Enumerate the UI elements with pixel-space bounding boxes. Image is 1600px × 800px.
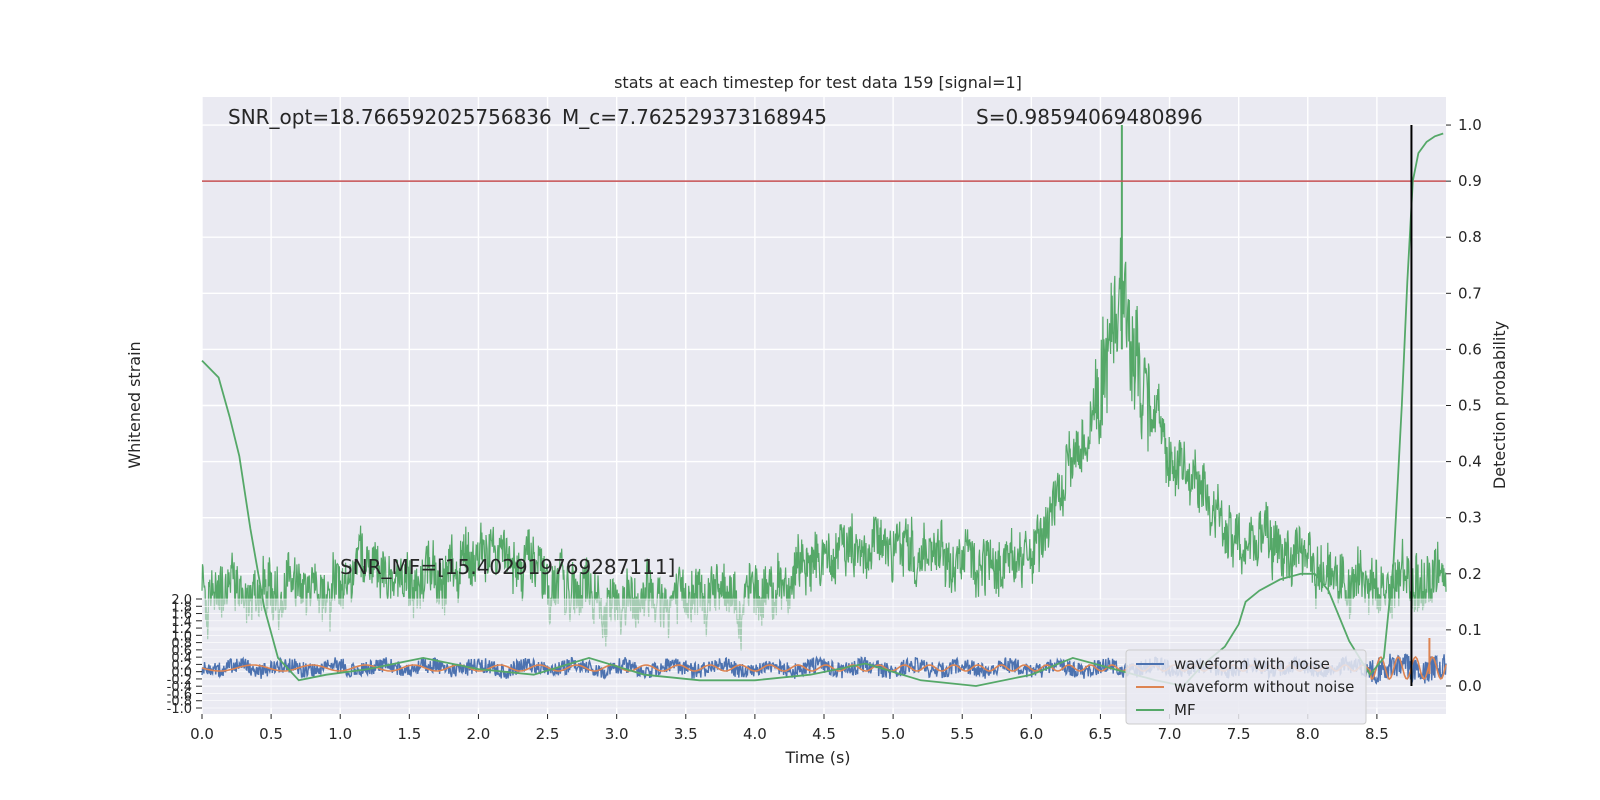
snr-opt-annotation: SNR_opt=18.766592025756836	[228, 105, 552, 129]
strain-tick-label: 0.0	[171, 666, 192, 681]
snr-mf-annotation: SNR_MF=[15.402919769287111]	[340, 555, 675, 579]
mf-trace	[201, 237, 1447, 651]
legend-label-mf: MF	[1174, 701, 1196, 719]
x-tick-label: 1.5	[397, 725, 421, 743]
strain-tick-label: -1.0	[167, 702, 192, 717]
strain-tick-label: 0.6	[171, 644, 192, 659]
strain-tick-label: 1.2	[171, 622, 192, 637]
s-annotation: S=0.98594069480896	[976, 105, 1203, 129]
strain-tick-label: 0.4	[171, 651, 192, 666]
strain-tick-label: -0.8	[167, 695, 192, 710]
x-tick-label: 3.0	[605, 725, 629, 743]
strain-tick-label: 1.8	[171, 600, 192, 615]
right-tick-label: 0.5	[1458, 397, 1482, 415]
x-tick-label: 2.0	[467, 725, 491, 743]
mf-series	[201, 125, 1447, 651]
right-tick-label: 0.4	[1458, 453, 1482, 471]
right-tick-label: 0.2	[1458, 565, 1482, 583]
x-tick-label: 6.5	[1089, 725, 1113, 743]
right-tick-label: 1.0	[1458, 116, 1482, 134]
legend-label-waveform-with-noise: waveform with noise	[1174, 655, 1330, 673]
strain-axis-ticks: 2.01.81.61.41.21.00.80.60.40.20.0-0.2-0.…	[167, 593, 202, 717]
right-tick-label: 0.8	[1458, 228, 1482, 246]
x-tick-label: 7.0	[1158, 725, 1182, 743]
x-tick-label: 4.5	[812, 725, 836, 743]
x-tick-label: 8.0	[1296, 725, 1320, 743]
strain-tick-label: -0.2	[167, 673, 192, 688]
legend-box	[1125, 649, 1367, 725]
x-axis-ticks: 0.0 0.5 1.0 1.5 2.0 2.5 3.0 3.5 4.0 4.5 5.0 5.5 6.0 6…	[190, 714, 1389, 743]
x-tick-label: 3.5	[674, 725, 698, 743]
strain-tick-label: 1.6	[171, 608, 192, 623]
probability-curve	[201, 132, 1444, 687]
strain-tick-label: 1.4	[171, 615, 192, 630]
x-tick-label: 8.5	[1365, 725, 1389, 743]
x-axis-label: Time (s)	[784, 748, 850, 767]
right-axis-ticks: 0.0 0.1 0.2 0.3 0.4 0.5 0.6 0.7 0.8 0.9 1.0	[1446, 116, 1482, 695]
x-tick-label: 7.5	[1227, 725, 1251, 743]
right-axis-label: Detection probability	[1490, 321, 1509, 489]
x-tick-label: 0.5	[259, 725, 283, 743]
strain-tick-label: 2.0	[171, 593, 192, 608]
chart-title: stats at each timestep for test data 159…	[614, 73, 1022, 92]
strain-tick-label: 0.2	[171, 658, 192, 673]
legend-label-waveform-without-noise: waveform without noise	[1174, 678, 1354, 696]
right-tick-label: 0.3	[1458, 509, 1482, 527]
x-tick-label: 2.5	[536, 725, 560, 743]
x-tick-label: 4.0	[743, 725, 767, 743]
right-tick-label: 0.9	[1458, 172, 1482, 190]
x-tick-label: 0.0	[190, 725, 214, 743]
legend: waveform with noise waveform without noi…	[1125, 649, 1367, 725]
x-tick-label: 5.5	[950, 725, 974, 743]
left-axis-label: Whitened strain	[125, 341, 144, 468]
right-tick-label: 0.6	[1458, 340, 1482, 358]
right-tick-label: 0.7	[1458, 284, 1482, 302]
right-tick-label: 0.1	[1458, 621, 1482, 639]
strain-tick-label: 1.0	[171, 629, 192, 644]
x-tick-label: 5.0	[881, 725, 905, 743]
strain-tick-label: -0.4	[167, 680, 192, 695]
strain-tick-label: -0.6	[167, 687, 192, 702]
strain-tick-label: 0.8	[171, 637, 192, 652]
mc-annotation: M_c=7.762529373168945	[562, 105, 827, 129]
right-tick-label: 0.0	[1458, 677, 1482, 695]
probability-series	[201, 132, 1444, 687]
x-tick-label: 1.0	[328, 725, 352, 743]
x-tick-label: 6.0	[1019, 725, 1043, 743]
